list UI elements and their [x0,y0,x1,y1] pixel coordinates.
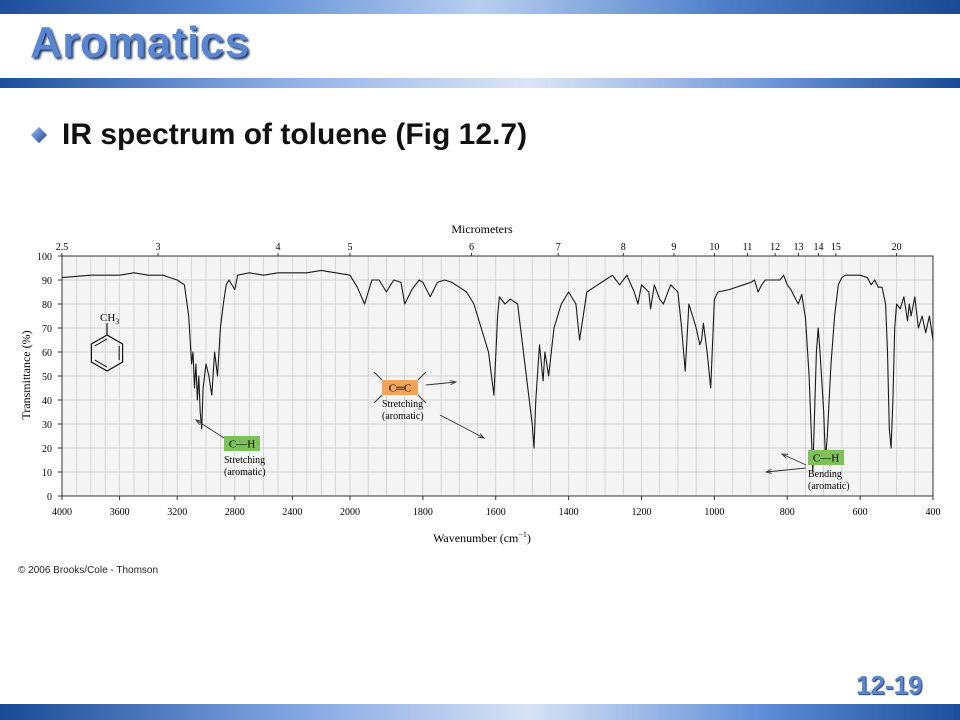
top-tick-label: 8 [621,242,626,253]
annotation-ch-stretch-line1: Stretching [224,455,265,466]
methyl-subscript: 3 [115,317,119,326]
top-tick-label: 20 [892,242,902,253]
cc-bond-decoration [417,371,427,381]
top-tick-label: 11 [743,242,753,253]
top-tick-label: 10 [709,242,719,253]
x-tick-label: 800 [780,507,795,518]
top-tick-label: 9 [671,242,676,253]
diamond-bullet-icon [30,126,48,144]
x-axis-title: Wavenumber (cm−1) [433,530,531,545]
y-tick-label: 90 [42,276,52,287]
bottom-decorative-stripe [0,704,960,720]
x-tick-label: 3200 [167,507,187,518]
y-tick-label: 0 [47,492,52,503]
x-tick-label: 2400 [282,507,302,518]
top-axis-title: Micrometers [451,222,513,236]
arrow-ch-bend-2 [781,453,807,466]
annotation-cc-stretch-line1: Stretching [382,399,423,410]
y-tick-label: 60 [42,348,52,359]
methyl-label: CH3 [100,312,119,326]
x-tick-label: 1000 [704,507,724,518]
y-tick-label: 70 [42,324,52,335]
x-tick-label: 1600 [486,507,506,518]
bullet-item: IR spectrum of toluene (Fig 12.7) [30,118,527,152]
annotation-cc-stretch-line2: (aromatic) [382,411,424,422]
annotation-cc-stretch-bond: C═C [389,383,411,395]
double-bond [94,338,108,347]
arrow-cc-upper [425,381,457,386]
x-tick-label: 400 [926,507,941,518]
cc-bond-decoration [417,394,427,404]
top-tick-label: 14 [813,242,823,253]
arrow-ch-bend-2-head [780,453,789,459]
arrow-cc-lower-head [477,433,486,439]
annotation-ch-stretch-line2: (aromatic) [224,467,266,478]
top-tick-label: 13 [793,242,803,253]
cc-bond-decoration [373,394,383,404]
arrow-ch-bend-1-head [764,468,772,474]
x-tick-label: 2000 [340,507,360,518]
annotation-cc-stretch-box [382,380,418,395]
title-underline-stripe [0,78,960,88]
top-tick-label: 4 [276,242,281,253]
copyright-notice: © 2006 Brooks/Cole - Thomson [18,565,159,576]
x-axis-title-end: ) [527,531,531,545]
annotation-ch-bend-box [808,450,844,465]
slide-number: 12-19 [856,670,923,700]
y-tick-label: 10 [42,468,52,479]
top-decorative-stripe [0,0,960,14]
top-tick-label: 2.5 [56,242,69,253]
arrow-ch-bend-1 [765,467,807,473]
top-tick-label: 15 [831,242,841,253]
annotation-ch-bend-bond: C—H [813,453,839,465]
arrow-ch-stretch-head [194,419,202,426]
double-bond [94,359,108,368]
top-tick-label: 5 [348,242,353,253]
y-tick-label: 20 [42,444,52,455]
y-axis-title: Transmittance (%) [19,330,33,419]
benzene-ring [90,334,124,372]
x-tick-label: 4000 [52,507,72,518]
slide-title: Aromatics [30,18,250,67]
y-tick-label: 30 [42,420,52,431]
x-tick-label: 1200 [632,507,652,518]
x-tick-label: 600 [853,507,868,518]
annotation-ch-bend-line1: Bending [808,469,842,480]
annotation-ch-bend-line2: (aromatic) [808,481,850,492]
top-tick-label: 6 [469,242,474,253]
spectrum-line [61,269,934,473]
x-tick-label: 1400 [559,507,579,518]
x-tick-label: 1800 [413,507,433,518]
y-tick-label: 100 [37,252,52,263]
x-axis-title-sup: −1 [518,530,527,539]
y-tick-label: 80 [42,300,52,311]
cc-bond-decoration [373,371,383,381]
top-tick-label: 12 [770,242,780,253]
y-tick-label: 40 [42,396,52,407]
arrow-cc-upper-head [450,380,458,386]
top-tick-label: 3 [156,242,161,253]
top-tick-label: 7 [556,242,561,253]
annotation-ch-stretch-box [224,436,260,451]
x-tick-label: 2800 [225,507,245,518]
annotation-ch-stretch-bond: C—H [229,439,255,451]
y-tick-label: 50 [42,372,52,383]
arrow-cc-lower [439,414,485,439]
arrow-ch-stretch [195,419,225,439]
x-axis-title-main: Wavenumber (cm [433,531,519,545]
bullet-text: IR spectrum of toluene (Fig 12.7) [62,118,528,151]
x-tick-label: 3600 [110,507,130,518]
